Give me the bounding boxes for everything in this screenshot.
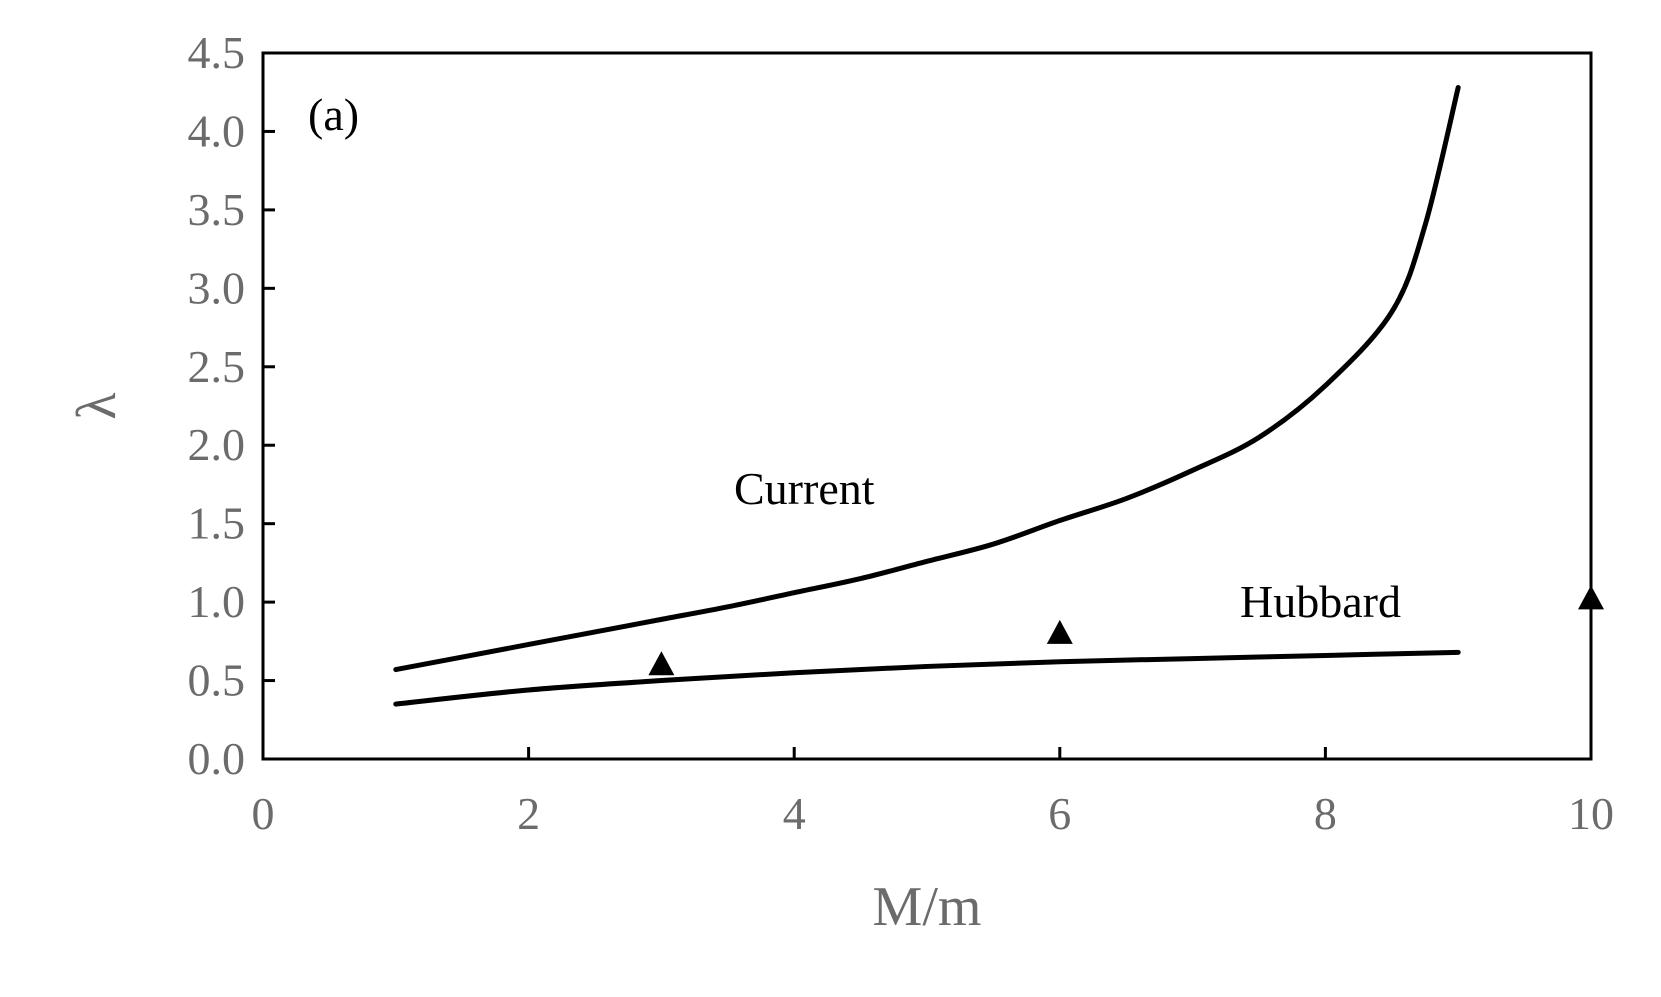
data-point-triangle (648, 651, 675, 676)
y-tick-label: 4.5 (188, 27, 246, 78)
series-line-current (393, 85, 1461, 673)
data-point-triangle (1046, 619, 1073, 644)
x-tick-label: 10 (1568, 788, 1614, 839)
y-tick-label: 3.0 (188, 262, 246, 313)
y-tick-label: 0.0 (188, 733, 246, 784)
y-tick-label: 2.5 (188, 341, 246, 392)
x-tick-label: 4 (783, 788, 806, 839)
y-tick-label: 2.0 (188, 419, 246, 470)
y-tick-label: 0.5 (188, 655, 246, 706)
data-point-triangle (1578, 585, 1604, 610)
series-layer (393, 85, 1461, 707)
y-tick-label: 4.0 (188, 105, 246, 156)
x-axis-ticks: 0 2 4 6 8 10 (252, 747, 1614, 839)
y-axis-title: λ (66, 392, 128, 419)
y-axis-ticks: 0.0 0.5 1.0 1.5 2.0 2.5 3.0 3.5 4.0 4.5 (188, 27, 275, 784)
y-tick-label: 1.5 (188, 498, 246, 549)
markers-layer (648, 585, 1604, 676)
x-tick-label: 8 (1314, 788, 1337, 839)
x-tick-label: 0 (252, 788, 275, 839)
series-line-hubbard (393, 649, 1461, 707)
panel-label: (a) (308, 89, 359, 140)
series-label-current: Current (734, 463, 875, 514)
y-tick-label: 3.5 (188, 184, 246, 235)
series-label-hubbard: Hubbard (1240, 576, 1401, 627)
x-tick-label: 6 (1048, 788, 1071, 839)
x-axis-title: M/m (873, 876, 982, 938)
x-tick-label: 2 (517, 788, 540, 839)
y-tick-label: 1.0 (188, 576, 246, 627)
plot-frame (261, 51, 1593, 761)
